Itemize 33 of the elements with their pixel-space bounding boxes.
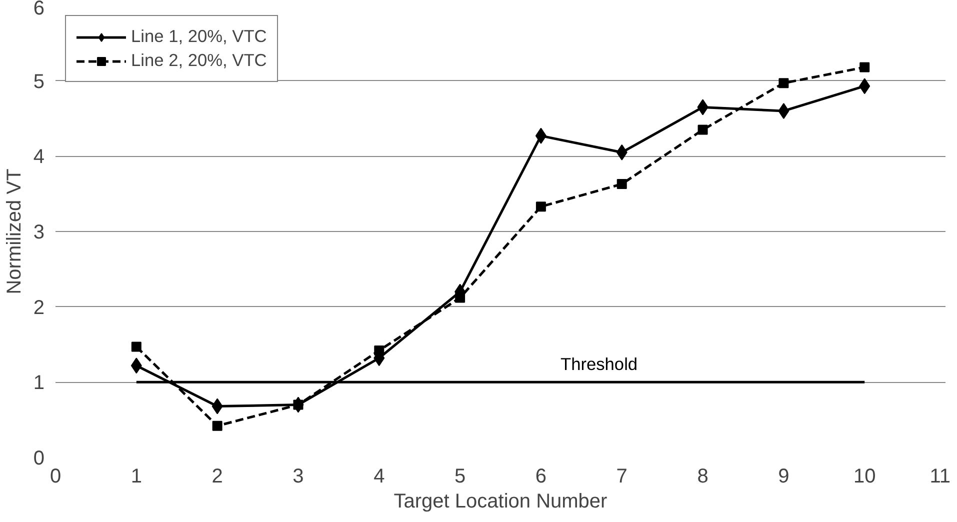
point: [778, 78, 789, 88]
point: [536, 202, 546, 212]
x-tick-label: 5: [454, 466, 466, 488]
x-tick-label: 2: [212, 466, 223, 488]
point: [698, 124, 708, 135]
y-tick-label: 4: [33, 146, 44, 168]
point: [455, 292, 466, 303]
x-tick-label: 9: [778, 466, 790, 488]
y-axis-title: Normilized VT: [3, 168, 26, 294]
x-tick-label: 3: [292, 466, 304, 488]
x-tick-label: 10: [853, 466, 876, 488]
x-tick-label: 8: [697, 466, 708, 488]
point: [374, 346, 384, 356]
point: [131, 342, 142, 352]
y-tick-label: 2: [33, 296, 44, 319]
point: [212, 420, 222, 431]
x-tick-label: 6: [535, 466, 547, 488]
x-tick-label: 1: [130, 466, 142, 488]
y-tick-label: 1: [33, 372, 44, 394]
point: [616, 179, 627, 190]
y-tick-label: 5: [33, 70, 44, 93]
x-tick-label: 11: [930, 466, 951, 488]
y-tick-label: 0: [33, 448, 44, 470]
ref-line-label: Threshold: [560, 354, 638, 374]
point: [860, 62, 870, 72]
legend-label: Line 2, 20%, VTC: [131, 50, 267, 71]
x-tick-label: 4: [374, 466, 385, 488]
legend-label: Line 1, 20%, VTC: [131, 26, 267, 47]
x-tick-label: 7: [616, 466, 628, 488]
y-tick-label: 6: [33, 0, 44, 20]
x-tick-label: 0: [50, 466, 62, 488]
x-axis-title: Target Location Number: [394, 490, 608, 512]
y-tick-label: 3: [33, 222, 44, 244]
